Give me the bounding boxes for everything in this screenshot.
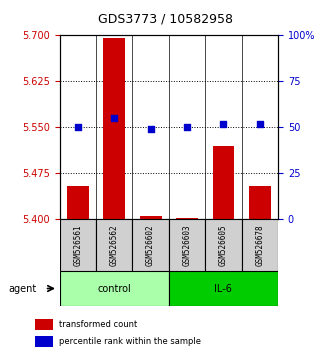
Point	[148, 126, 153, 132]
Text: GDS3773 / 10582958: GDS3773 / 10582958	[98, 12, 233, 25]
Text: GSM526561: GSM526561	[73, 224, 82, 266]
Bar	[169, 219, 205, 271]
Bar	[249, 186, 271, 219]
Text: GSM526603: GSM526603	[182, 224, 192, 266]
Point	[75, 125, 80, 130]
Bar	[213, 146, 234, 219]
Text: GSM526602: GSM526602	[146, 224, 155, 266]
Text: agent: agent	[8, 284, 36, 293]
Text: IL-6: IL-6	[214, 284, 232, 293]
Bar	[35, 319, 53, 330]
Text: percentile rank within the sample: percentile rank within the sample	[59, 337, 201, 346]
Text: transformed count: transformed count	[59, 320, 137, 329]
Text: GSM526678: GSM526678	[255, 224, 264, 266]
Text: control: control	[97, 284, 131, 293]
Bar	[205, 219, 242, 271]
Point	[112, 115, 117, 121]
Bar	[169, 271, 278, 306]
Text: GSM526562: GSM526562	[110, 224, 119, 266]
Bar	[67, 186, 89, 219]
Text: GSM526605: GSM526605	[219, 224, 228, 266]
Bar	[60, 219, 96, 271]
Bar	[140, 216, 162, 219]
Point	[257, 121, 262, 127]
Bar	[176, 218, 198, 219]
Bar	[60, 271, 169, 306]
Point	[221, 121, 226, 127]
Point	[184, 125, 190, 130]
Bar	[35, 336, 53, 347]
Bar	[103, 39, 125, 219]
Bar	[242, 219, 278, 271]
Bar	[96, 219, 132, 271]
Bar	[132, 219, 169, 271]
